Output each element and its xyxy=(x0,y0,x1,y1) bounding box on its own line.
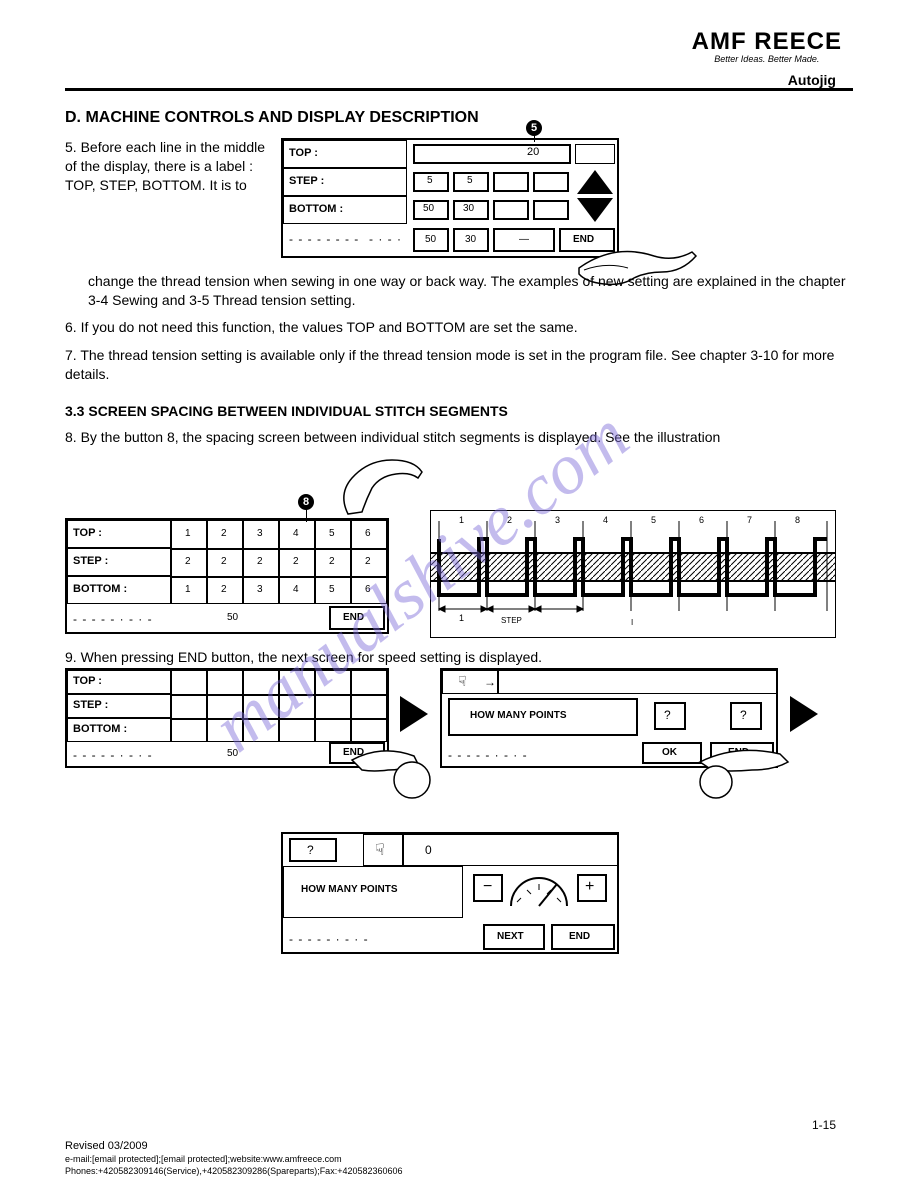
panel1-step-label: STEP : xyxy=(289,175,324,187)
subheading-3-3: 3.3 SCREEN SPACING BETWEEN INDIVIDUAL ST… xyxy=(65,402,508,421)
arrow-right-icon xyxy=(790,696,818,732)
header-rule xyxy=(65,88,853,91)
page-number: 1-15 xyxy=(812,1118,836,1132)
panel3: TOP : STEP : BOTTOM : - - - - - · - · - … xyxy=(65,668,389,768)
section-heading: D. MACHINE CONTROLS AND DISPLAY DESCRIPT… xyxy=(65,107,479,129)
svg-text:4: 4 xyxy=(603,515,608,525)
finger-icon xyxy=(318,454,428,524)
panel1-bottom-label: BOTTOM : xyxy=(289,203,343,215)
para7: 7. The thread tension setting is availab… xyxy=(65,346,851,384)
diamond-updown-icon xyxy=(573,168,617,224)
svg-text:STEP: STEP xyxy=(501,616,522,625)
hand-down-icon: ☟ xyxy=(375,840,385,860)
finger-icon xyxy=(348,740,448,800)
svg-text:1: 1 xyxy=(459,515,464,525)
arrow-right-icon xyxy=(400,696,428,732)
para6: 6. If you do not need this function, the… xyxy=(65,318,851,337)
model-name: Autojig xyxy=(788,72,836,88)
svg-text:I: I xyxy=(631,618,633,627)
svg-text:2: 2 xyxy=(507,515,512,525)
panel1-top-label: TOP : xyxy=(289,147,318,159)
svg-text:5: 5 xyxy=(651,515,656,525)
logo-line1: AMF REECE xyxy=(692,28,842,56)
svg-text:6: 6 xyxy=(699,515,704,525)
svg-text:8: 8 xyxy=(795,515,800,525)
panel2: TOP : STEP : BOTTOM : 1 2 3 4 5 6 2 2 2 … xyxy=(65,518,389,634)
svg-text:1: 1 xyxy=(459,613,464,623)
footer-rev: Revised 03/2009 xyxy=(65,1140,148,1152)
brand-logo: AMF REECE Better Ideas. Better Made. xyxy=(692,28,842,64)
para8: 8. By the button 8, the spacing screen b… xyxy=(65,428,851,447)
hand-right-icon: ☟ xyxy=(458,673,467,690)
para9: 9. When pressing END button, the next sc… xyxy=(65,648,851,667)
panel1: TOP : STEP : BOTTOM : 20 5 5 50 30 - - -… xyxy=(281,138,619,258)
finger-icon xyxy=(696,740,816,800)
footer-phones: Phones:+420582309146(Service),+420582309… xyxy=(65,1166,403,1176)
panel1-valtop: 20 xyxy=(527,146,539,158)
para5-before: 5. Before each line in the middle of the… xyxy=(65,138,265,195)
gauge-icon xyxy=(507,870,571,910)
svg-text:7: 7 xyxy=(747,515,752,525)
stitch-diagram: 1 2 3 4 5 6 7 8 1 STEP I xyxy=(430,510,836,638)
panel5: ? ☟ 0 HOW MANY POINTS − + - - - - - · - … xyxy=(281,832,619,954)
svg-text:3: 3 xyxy=(555,515,560,525)
footer-email: e-mail:[email protected];[email protecte… xyxy=(65,1154,342,1164)
para5-after: change the thread tension when sewing in… xyxy=(88,272,848,310)
